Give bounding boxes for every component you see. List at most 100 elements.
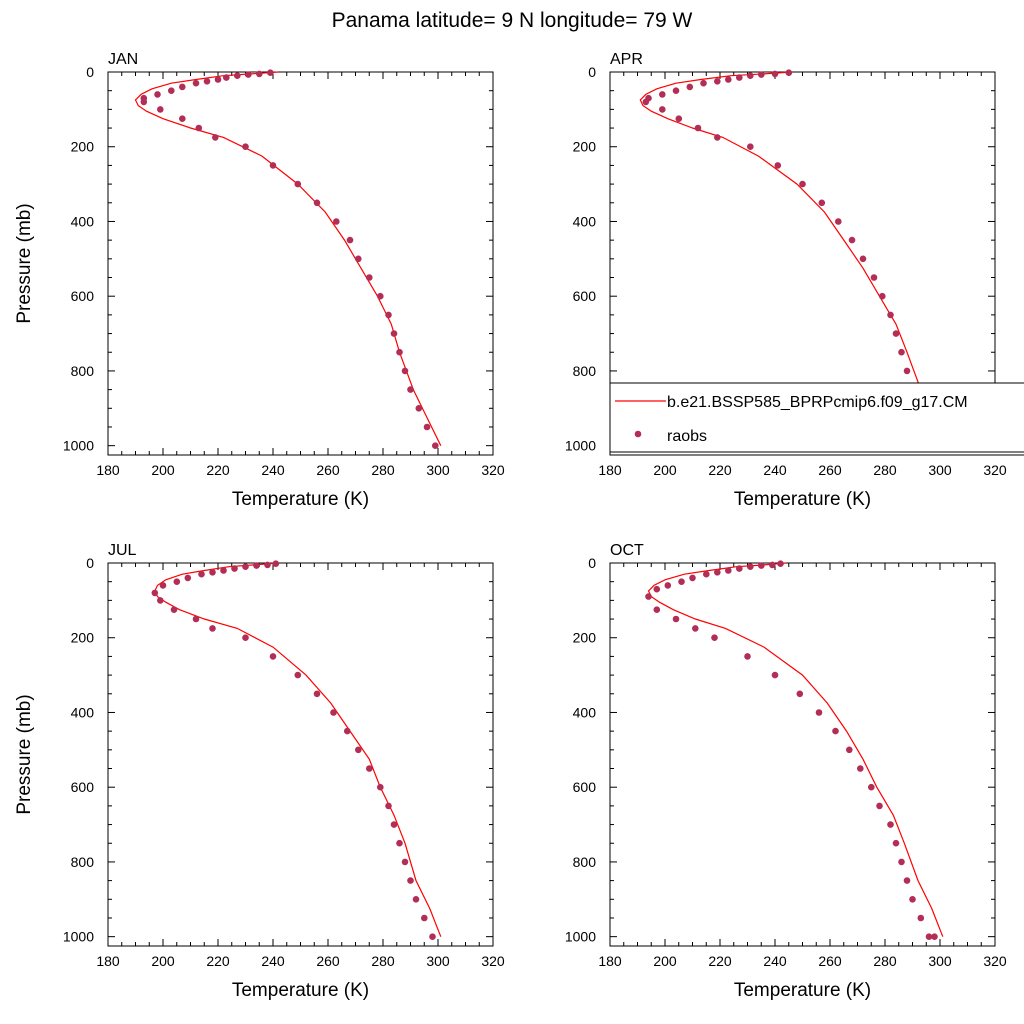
raobs-point xyxy=(777,560,784,567)
raobs-point xyxy=(736,565,743,572)
x-axis-label: Temperature (K) xyxy=(232,489,369,510)
y-tick-label: 800 xyxy=(71,363,95,379)
raobs-point xyxy=(179,83,186,91)
raobs-point xyxy=(725,76,732,83)
raobs-point xyxy=(659,106,666,113)
raobs-point xyxy=(179,115,186,122)
legend-box xyxy=(609,382,1024,456)
raobs-point xyxy=(385,802,392,810)
raobs-point xyxy=(407,877,414,884)
y-tick-label: 1000 xyxy=(565,929,596,945)
y-tick-label: 1000 xyxy=(63,438,94,454)
x-tick-label: 220 xyxy=(206,462,230,478)
raobs-point xyxy=(898,858,905,866)
raobs-point xyxy=(355,255,362,263)
raobs-point xyxy=(390,821,398,828)
raobs-point xyxy=(678,578,685,585)
raobs-point xyxy=(203,78,211,85)
x-tick-label: 240 xyxy=(261,953,285,969)
raobs-point xyxy=(313,199,321,207)
model-profile-line xyxy=(639,71,947,446)
raobs-point xyxy=(253,562,260,569)
raobs-point xyxy=(401,367,409,375)
x-tick-label: 320 xyxy=(481,953,505,969)
raobs-point xyxy=(892,330,900,337)
raobs-point xyxy=(903,877,911,884)
x-tick-label: 220 xyxy=(708,953,732,969)
raobs-point xyxy=(242,634,249,641)
chart-panel-jul: JUL 180 200 220 240 260 280 300 320 0 200 400 600 800… xyxy=(14,542,505,1001)
raobs-point xyxy=(714,569,721,576)
model-profile-line xyxy=(647,562,944,937)
raobs-point xyxy=(848,236,856,244)
raobs-point xyxy=(366,274,373,281)
y-tick-label: 400 xyxy=(573,704,597,720)
raobs-point xyxy=(818,199,826,207)
plot-frame xyxy=(609,562,996,947)
raobs-point xyxy=(313,690,321,698)
raobs-point xyxy=(432,442,439,450)
y-tick-label: 1000 xyxy=(63,929,94,945)
raobs-point xyxy=(407,386,414,393)
y-tick-label: 200 xyxy=(573,139,597,155)
raobs-point xyxy=(903,367,911,375)
y-tick-label: 800 xyxy=(71,854,95,870)
y-tick-label: 200 xyxy=(71,139,95,155)
x-tick-label: 260 xyxy=(818,462,842,478)
x-tick-label: 240 xyxy=(261,462,285,478)
raobs-point xyxy=(857,765,864,772)
x-tick-label: 200 xyxy=(151,953,175,969)
raobs-point xyxy=(714,134,721,141)
plot-frame xyxy=(107,562,494,947)
raobs-point xyxy=(242,143,249,150)
raobs-point xyxy=(401,858,409,866)
x-tick-label: 180 xyxy=(96,462,120,478)
x-tick-label: 320 xyxy=(481,462,505,478)
raobs-point xyxy=(799,180,806,188)
y-tick-label: 400 xyxy=(573,213,597,229)
raobs-point xyxy=(355,746,362,754)
raobs-point xyxy=(774,162,782,169)
raobs-point xyxy=(909,896,916,903)
raobs-point xyxy=(223,74,230,81)
raobs-point xyxy=(925,933,933,940)
legend-label-raobs: raobs xyxy=(667,428,707,445)
raobs-point xyxy=(711,634,718,641)
y-tick-label: 200 xyxy=(573,630,597,646)
raobs-point xyxy=(269,653,277,660)
raobs-point xyxy=(653,585,661,593)
raobs-point xyxy=(220,567,227,574)
raobs-point xyxy=(377,783,384,791)
x-tick-label: 280 xyxy=(371,953,395,969)
raobs-point xyxy=(415,405,423,412)
raobs-point xyxy=(245,71,252,78)
raobs-point xyxy=(267,69,274,76)
raobs-point xyxy=(758,562,765,569)
raobs-point xyxy=(396,839,403,847)
x-tick-label: 260 xyxy=(818,953,842,969)
raobs-point xyxy=(330,709,337,716)
legend-dot-marker xyxy=(634,430,642,438)
raobs-point xyxy=(272,560,280,567)
raobs-point xyxy=(672,87,680,94)
raobs-point xyxy=(645,593,652,600)
raobs-point xyxy=(198,570,205,578)
x-tick-label: 320 xyxy=(983,953,1007,969)
raobs-point xyxy=(879,292,886,300)
raobs-point xyxy=(868,783,875,791)
raobs-point xyxy=(159,582,167,589)
raobs-point xyxy=(747,143,754,150)
raobs-point xyxy=(747,72,754,79)
y-tick-label: 0 xyxy=(588,555,596,571)
raobs-point xyxy=(184,574,192,582)
legend-label-model: b.e21.BSSP585_BPRPcmip6.f09_g17.CM xyxy=(667,394,968,411)
y-tick-label: 800 xyxy=(573,363,597,379)
x-tick-label: 280 xyxy=(873,462,897,478)
raobs-point xyxy=(769,561,776,569)
raobs-point xyxy=(346,236,354,244)
raobs-point xyxy=(377,292,384,300)
x-axis-label: Temperature (K) xyxy=(734,489,871,510)
raobs-point xyxy=(412,896,420,903)
panel-title: APR xyxy=(610,51,643,68)
raobs-point xyxy=(672,615,680,623)
